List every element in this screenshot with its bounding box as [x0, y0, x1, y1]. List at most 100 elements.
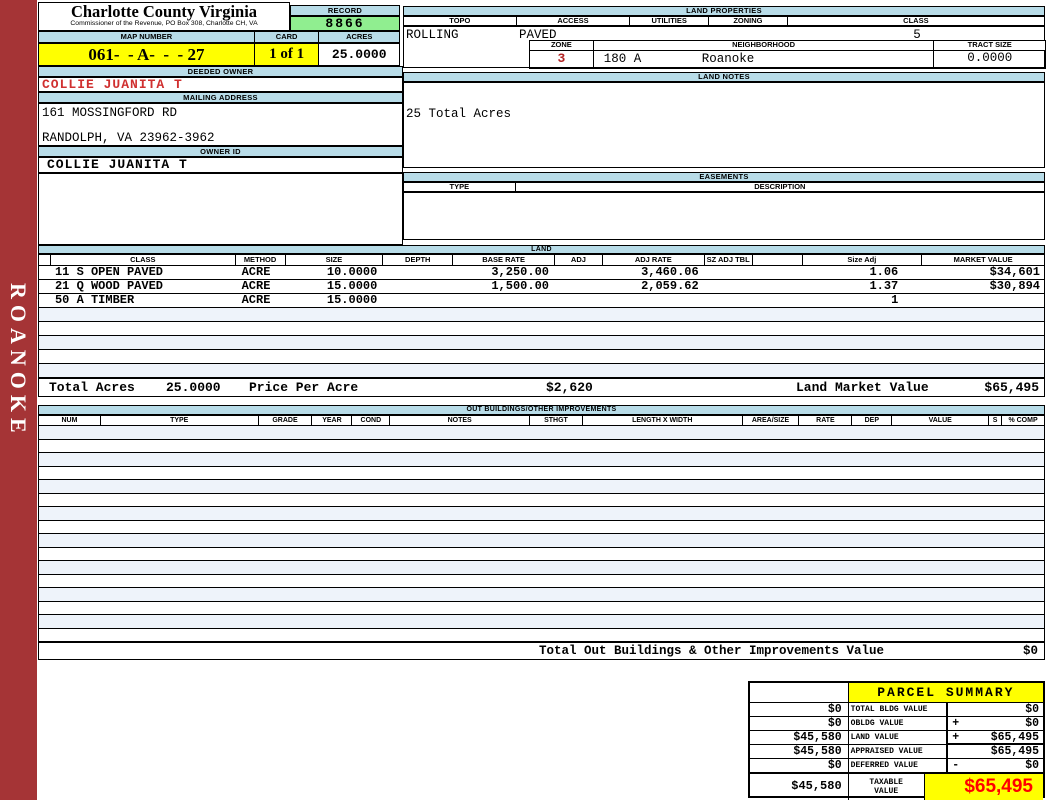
ob-col-cond: COND [352, 416, 391, 425]
tract-size-label: TRACT SIZE [967, 41, 1012, 49]
zoning-label: ZONING [709, 17, 788, 25]
land-table-rows: 11 S OPEN PAVED ACRE 10.0000 3,250.00 3,… [38, 266, 1045, 308]
land-row-class: 50 A TIMBER [54, 294, 135, 307]
mailing-address-label: MAILING ADDRESS [38, 92, 403, 103]
address-line1: 161 MOSSINGFORD RD [42, 106, 178, 120]
land-row-depth [383, 266, 453, 279]
land-row-sz-adj-tbl [705, 266, 753, 279]
easement-description-label: DESCRIPTION [754, 183, 806, 191]
row-label: OBLDG VALUE [848, 717, 947, 731]
ob-col-type: TYPE [101, 416, 259, 425]
record-label: RECORD [290, 5, 400, 16]
row-op: - [952, 759, 960, 772]
summary-row-land: $45,580 LAND VALUE + $65,495 [750, 731, 1043, 745]
land-notes-text: 25 Total Acres [406, 107, 512, 121]
parcel-summary-header: PARCEL SUMMARY [750, 683, 1043, 703]
owner-id-label: OWNER ID [38, 146, 403, 157]
topo-label: TOPO [404, 17, 517, 25]
county-title: Charlotte County Virginia [70, 2, 258, 21]
zone-subtable: ZONE NEIGHBORHOOD TRACT SIZE 3 180 A Roa… [529, 40, 1046, 69]
prior-value: $0 [750, 703, 849, 717]
table-row: 21 Q WOOD PAVED ACRE 15.0000 1,500.00 2,… [39, 280, 1044, 294]
land-row-size-adj: 1.06 [869, 266, 899, 279]
land-row-size: 15.0000 [326, 280, 378, 293]
land-row-adj-rate: 3,460.06 [641, 266, 699, 279]
land-properties-columns: TOPO ACCESS UTILITIES ZONING CLASS [403, 16, 1045, 26]
taxable-value: $65,495 [924, 774, 1043, 800]
land-row-size: 10.0000 [326, 266, 378, 279]
land-col-depth: DEPTH [383, 255, 454, 265]
out-buildings-empty-rows [38, 426, 1045, 642]
total-acres-value: 25.0000 [166, 380, 221, 395]
out-buildings-total-row: Total Out Buildings & Other Improvements… [38, 642, 1045, 660]
land-notes-label: LAND NOTES [403, 72, 1045, 82]
land-row-adj [555, 280, 603, 293]
neighborhood-vertical-label: ROANOKE [6, 283, 31, 439]
row-op: + [952, 731, 960, 744]
land-totals-row: Total Acres 25.0000 Price Per Acre $2,62… [38, 378, 1045, 397]
topo-value: ROLLING [406, 28, 459, 42]
land-row-method: ACRE [241, 280, 271, 293]
easements-label: EASEMENTS [403, 172, 1045, 182]
land-col-sz-adj-tbl: SZ ADJ TBL [705, 255, 753, 265]
table-row: 11 S OPEN PAVED ACRE 10.0000 3,250.00 3,… [39, 266, 1044, 280]
tract-size-value: 0.0000 [967, 51, 1013, 65]
prior-value: $0 [750, 759, 849, 773]
ob-col-grade: GRADE [259, 416, 313, 425]
land-row-method: ACRE [241, 266, 271, 279]
access-label: ACCESS [517, 17, 631, 25]
land-col-size-adj: Size Adj [803, 255, 923, 265]
land-properties-body: ROLLING PAVED 5 ZONE NEIGHBORHOOD TRACT … [403, 26, 1046, 69]
zone-label: ZONE [530, 41, 594, 50]
land-row-market-value: $34,601 [989, 266, 1041, 279]
access-value: PAVED [519, 28, 557, 42]
ob-col-year: YEAR [312, 416, 353, 425]
land-notes-box: 25 Total Acres [403, 82, 1045, 168]
out-buildings-total-value: $0 [1022, 644, 1038, 658]
price-per-acre-value: $2,620 [546, 380, 593, 395]
ob-col-area-size: AREA/SIZE [743, 416, 800, 425]
ob-col-length-width: LENGTH X WIDTH [583, 416, 743, 425]
utilities-label: UTILITIES [630, 17, 710, 25]
easements-box [403, 192, 1045, 240]
owner-id-value: COLLIE JUANITA T [38, 157, 403, 173]
map-number-label: MAP NUMBER [39, 32, 255, 42]
neighborhood-code: 180 A [603, 52, 642, 66]
map-card-acres-header: MAP NUMBER CARD ACRES [38, 31, 400, 43]
land-row-class: 21 Q WOOD PAVED [54, 280, 163, 293]
commissioner-line: Commissioner of the Revenue, PO Box 308,… [70, 20, 258, 27]
land-section-label: LAND [38, 245, 1045, 254]
row-label: TOTAL BLDG VALUE [848, 703, 947, 717]
prior-value: $45,580 [750, 774, 849, 800]
row-label: DEFERRED VALUE [848, 759, 947, 773]
row-label: LAND VALUE [848, 731, 947, 745]
owner-empty-box [38, 173, 403, 245]
land-table-header: CLASS METHOD SIZE DEPTH BASE RATE ADJ AD… [38, 254, 1045, 266]
row-value: $0 [1025, 759, 1039, 772]
prior-value: $45,580 [750, 745, 849, 759]
land-market-value-label: Land Market Value [796, 380, 929, 395]
land-col-spacer [39, 255, 51, 265]
land-row-base-rate: 1,500.00 [491, 280, 549, 293]
parcel-summary-title: PARCEL SUMMARY [848, 683, 1043, 703]
record-value: 8866 [290, 16, 400, 31]
ob-col-rate: RATE [799, 416, 853, 425]
prior-value: $0 [750, 717, 849, 731]
map-card-acres-values: 061- - A- - - 27 1 of 1 25.0000 [38, 43, 400, 66]
deeded-owner-label: DEEDED OWNER [38, 66, 403, 77]
row-label: TAXABLE VALUE [869, 778, 903, 796]
row-op: + [952, 717, 960, 730]
row-value: $65,495 [990, 731, 1039, 744]
zone-subtable-header: ZONE NEIGHBORHOOD TRACT SIZE [530, 41, 1045, 51]
land-row-adj [555, 266, 603, 279]
neighborhood-label: NEIGHBORHOOD [594, 41, 935, 50]
neighborhood-cell: 180 A Roanoke [594, 51, 935, 68]
land-row-base-rate: 3,250.00 [491, 266, 549, 279]
zone-value: 3 [530, 51, 594, 68]
ob-col-dep: DEP [852, 416, 893, 425]
land-row-market-value: $30,894 [989, 280, 1041, 293]
out-buildings-label: OUT BUILDINGS/OTHER IMPROVEMENTS [38, 405, 1045, 415]
land-empty-rows [38, 308, 1045, 378]
land-row-class: 11 S OPEN PAVED [54, 266, 163, 279]
land-row-adj-rate [603, 294, 705, 307]
